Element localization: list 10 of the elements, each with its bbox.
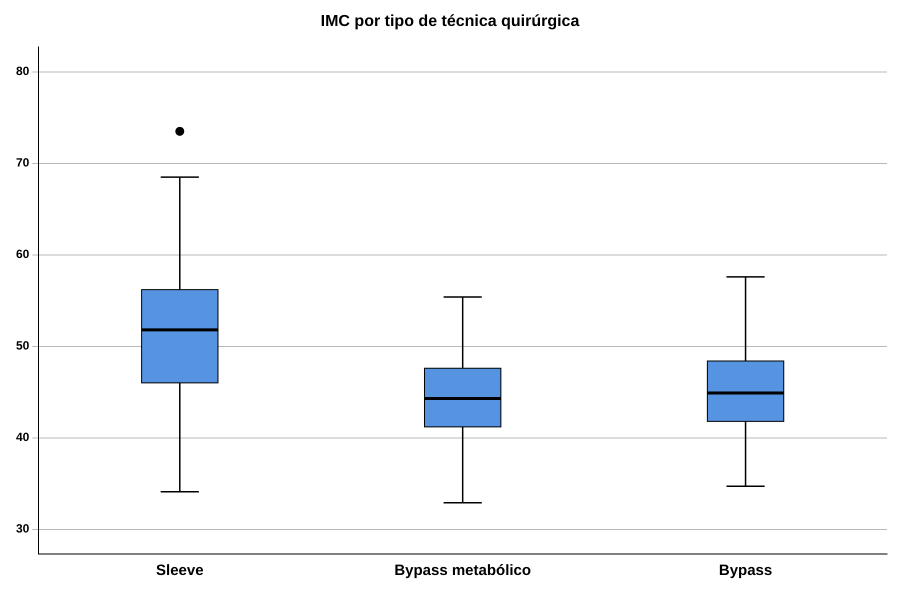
x-tick-label: Bypass metabólico xyxy=(394,562,532,580)
chart-title: IMC por tipo de técnica quirúrgica xyxy=(320,13,580,30)
x-tick-label: Bypass xyxy=(718,562,772,580)
y-tick-label: 80 xyxy=(16,64,30,78)
y-tick-label: 30 xyxy=(16,522,30,536)
y-tick-label: 40 xyxy=(16,430,30,444)
y-tick-label: 70 xyxy=(16,156,30,170)
y-tick-label: 50 xyxy=(16,338,30,353)
x-tick-label: Sleeve xyxy=(156,562,204,580)
y-tick-label: 60 xyxy=(16,247,30,262)
